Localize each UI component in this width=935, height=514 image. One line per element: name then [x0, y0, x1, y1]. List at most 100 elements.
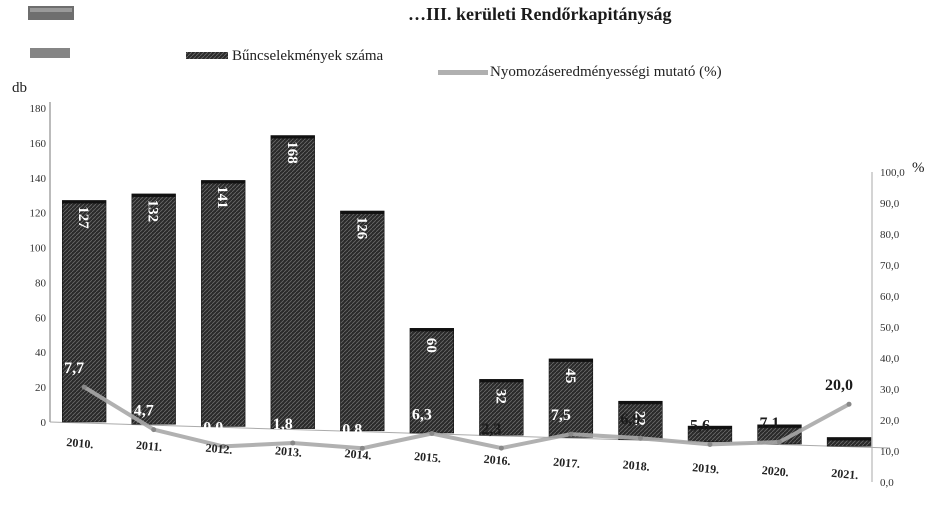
y-right-tick-label: 70,0 — [880, 260, 900, 272]
line-value-label: 7,1 — [760, 415, 780, 432]
y-right-tick-label: 30,0 — [880, 384, 900, 396]
line-point — [429, 430, 435, 436]
x-tick-label: 2013. — [275, 443, 303, 459]
line-point — [568, 431, 574, 437]
y-left-tick-label: 80 — [35, 277, 47, 289]
y-right-tick-label: 20,0 — [880, 415, 900, 427]
bar-crimes — [270, 135, 315, 429]
bar-value-label: 141 — [214, 186, 230, 209]
bar-value-label: 132 — [145, 200, 161, 223]
line-point — [220, 443, 226, 449]
y-right-tick-label: 80,0 — [880, 229, 900, 241]
y-left-tick-label: 20 — [35, 382, 47, 394]
x-tick-label: 2011. — [135, 438, 162, 454]
x-tick-label: 2015. — [414, 449, 442, 465]
line-point — [81, 384, 87, 390]
line-value-label: 1,8 — [273, 416, 293, 433]
line-detection-rate — [83, 385, 850, 451]
x-tick-label: 2019. — [692, 460, 720, 476]
y-left-unit-label: db — [12, 80, 27, 96]
x-tick-label: 2012. — [205, 441, 233, 457]
bar-crimes — [548, 358, 594, 438]
y-right-tick-label: 90,0 — [880, 198, 900, 210]
y-left-tick-label: 60 — [35, 312, 47, 324]
y-right-tick-label: 40,0 — [880, 353, 900, 365]
y-right-unit-label: % — [912, 160, 925, 176]
bar-cap — [618, 401, 663, 405]
bar-series-crimes — [61, 135, 872, 447]
bar-crimes — [409, 328, 455, 434]
legend-label-detection: Nyomozáseredményességi mutató (%) — [490, 64, 722, 80]
bar-cap — [340, 211, 385, 214]
line-value-label: 4,7 — [134, 403, 154, 420]
bar-cap — [479, 379, 524, 383]
x-tick-label: 2017. — [553, 455, 581, 471]
bar-value-label: 45 — [562, 368, 578, 383]
line-point — [846, 401, 852, 407]
line-point — [151, 427, 157, 433]
bar-value-label: 126 — [353, 217, 369, 240]
line-value-label: 6,9 — [620, 411, 640, 428]
y-left-tick-label: 0 — [41, 417, 47, 429]
bar-value-label: 60 — [423, 338, 439, 353]
line-point — [777, 439, 782, 445]
x-tick-label: 2020. — [761, 463, 789, 479]
bar-cap — [688, 426, 732, 430]
bar-cap — [131, 193, 176, 197]
line-series-detection — [81, 384, 852, 451]
bar-cap — [270, 135, 315, 139]
line-point — [637, 435, 643, 441]
x-tick-label: 2021. — [831, 466, 859, 482]
y-right-tick-label: 50,0 — [880, 322, 900, 334]
line-value-labels: 7,7 4,7 0,0 1,8 0,8 6,3 2,3 7,5 6,9 5,6 7,1 20,0 — [64, 360, 853, 438]
legend: Bűncselekmények száma Nyomozáseredményes… — [186, 48, 722, 80]
legend-swatch-detection — [438, 70, 488, 75]
y-right-tick-label: 0,0 — [880, 477, 894, 489]
line-value-label: 2,3 — [481, 421, 501, 438]
y-left-tick-label: 120 — [30, 208, 47, 220]
line-value-label: 7,7 — [64, 360, 84, 377]
bar-value-label: 22 — [631, 411, 647, 426]
bar-cap — [62, 200, 107, 204]
x-tick-label: 2010. — [66, 435, 94, 451]
y-left-tick-labels: 0 20 40 60 80 100 120 140 160 180 — [30, 103, 47, 429]
bar-cap — [549, 358, 593, 362]
y-right-tick-labels: 0,0 10,0 20,0 30,0 40,0 50,0 60,0 70,0 80,0 90,0 1… — [880, 167, 905, 489]
line-value-label: 6,3 — [412, 406, 432, 423]
x-tick-label: 2014. — [344, 446, 372, 462]
y-left-tick-label: 140 — [30, 173, 47, 185]
line-point — [359, 445, 365, 451]
y-left-tick-label: 160 — [30, 138, 47, 150]
line-value-label: 7,5 — [551, 407, 571, 424]
line-value-label: 0,0 — [203, 419, 223, 436]
bar-cap — [757, 424, 802, 428]
x-tick-label: 2018. — [622, 457, 650, 473]
line-point — [707, 441, 713, 447]
bar-cap — [201, 180, 246, 184]
y-right-tick-label: 10,0 — [880, 446, 900, 458]
bar-value-label: 127 — [75, 206, 91, 229]
x-tick-labels: 2010. 2011. 2012. 2013. 2014. 2015. 2016. 2017.… — [66, 435, 859, 482]
chart-title: …III. kerületi Rendőrkapitányság — [408, 4, 672, 24]
line-value-label: 20,0 — [825, 377, 853, 394]
bar-cap — [827, 437, 871, 441]
y-right-tick-label: 100,0 — [880, 167, 905, 179]
line-point — [290, 440, 296, 446]
bar-crimes — [340, 210, 385, 432]
x-tick-label: 2016. — [483, 452, 511, 468]
y-left-tick-label: 40 — [35, 347, 47, 359]
legend-label-crimes: Bűncselekmények száma — [232, 48, 384, 64]
bar-value-labels: 127 132 141 168 126 60 32 45 22 — [75, 141, 647, 425]
bar-cap — [409, 328, 454, 332]
line-value-label: 0,8 — [342, 421, 362, 438]
line-point — [498, 445, 504, 451]
bar-value-label: 32 — [492, 389, 508, 404]
line-value-label: 5,6 — [690, 417, 710, 434]
bar-value-label: 168 — [284, 141, 300, 164]
y-right-tick-label: 60,0 — [880, 291, 900, 303]
y-left-tick-label: 100 — [30, 243, 47, 255]
bar-crimes — [201, 180, 246, 427]
bar-crimes — [479, 379, 524, 436]
